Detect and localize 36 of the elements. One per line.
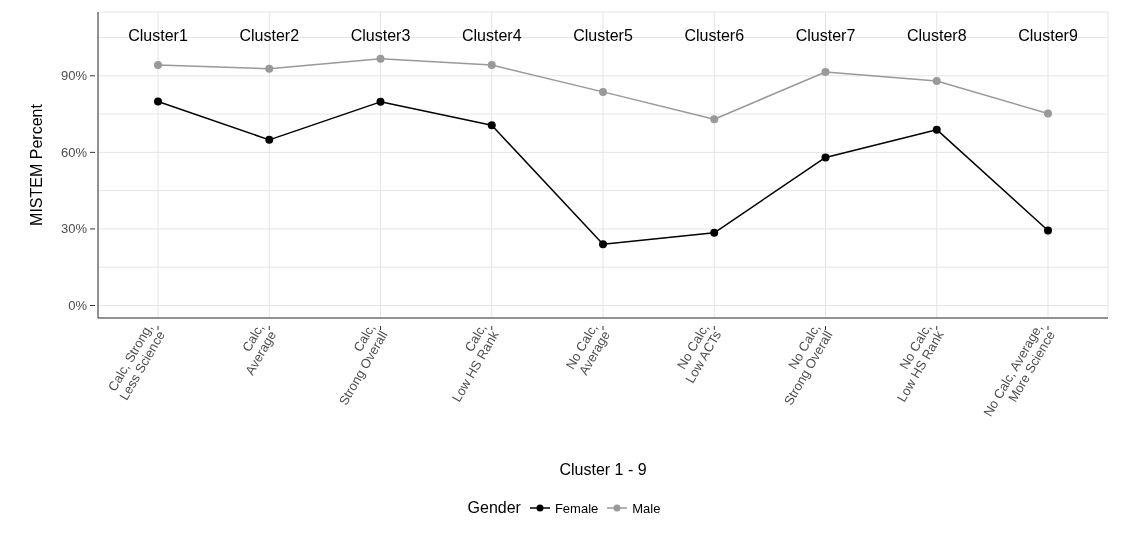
point — [265, 64, 274, 73]
point — [265, 135, 274, 144]
point — [1044, 109, 1052, 118]
point — [821, 67, 830, 76]
annotation: Cluster5 — [573, 27, 633, 45]
point — [1044, 226, 1052, 235]
annotation: Cluster8 — [906, 27, 967, 45]
point — [599, 240, 607, 249]
point — [487, 121, 496, 130]
point — [154, 61, 162, 70]
annotation: Cluster3 — [350, 27, 411, 45]
annotation: Cluster6 — [684, 27, 745, 45]
y-tick-label: 0% — [68, 298, 88, 314]
point — [821, 153, 830, 162]
annotation: Cluster1 — [128, 27, 188, 45]
y-tick-label: 60% — [60, 144, 88, 160]
point — [932, 125, 941, 134]
annotation: Cluster4 — [461, 27, 522, 45]
point — [599, 87, 607, 96]
annotation: Cluster9 — [1018, 27, 1078, 45]
x-axis-title: Cluster 1 - 9 — [559, 461, 647, 478]
point — [487, 61, 496, 70]
y-tick-label: 90% — [60, 68, 88, 84]
legend-label: Male — [632, 500, 661, 516]
point — [376, 54, 385, 63]
point — [376, 97, 385, 106]
point — [710, 115, 719, 124]
legend-title: Gender — [467, 499, 521, 517]
annotation: Cluster7 — [795, 27, 856, 45]
legend-label: Female — [554, 500, 599, 516]
y-axis-title: MISTEM Percent — [27, 103, 45, 226]
point — [154, 97, 162, 106]
y-tick-label: 30% — [60, 221, 88, 237]
point — [932, 76, 941, 85]
annotation: Cluster2 — [239, 27, 300, 45]
point — [710, 228, 719, 237]
